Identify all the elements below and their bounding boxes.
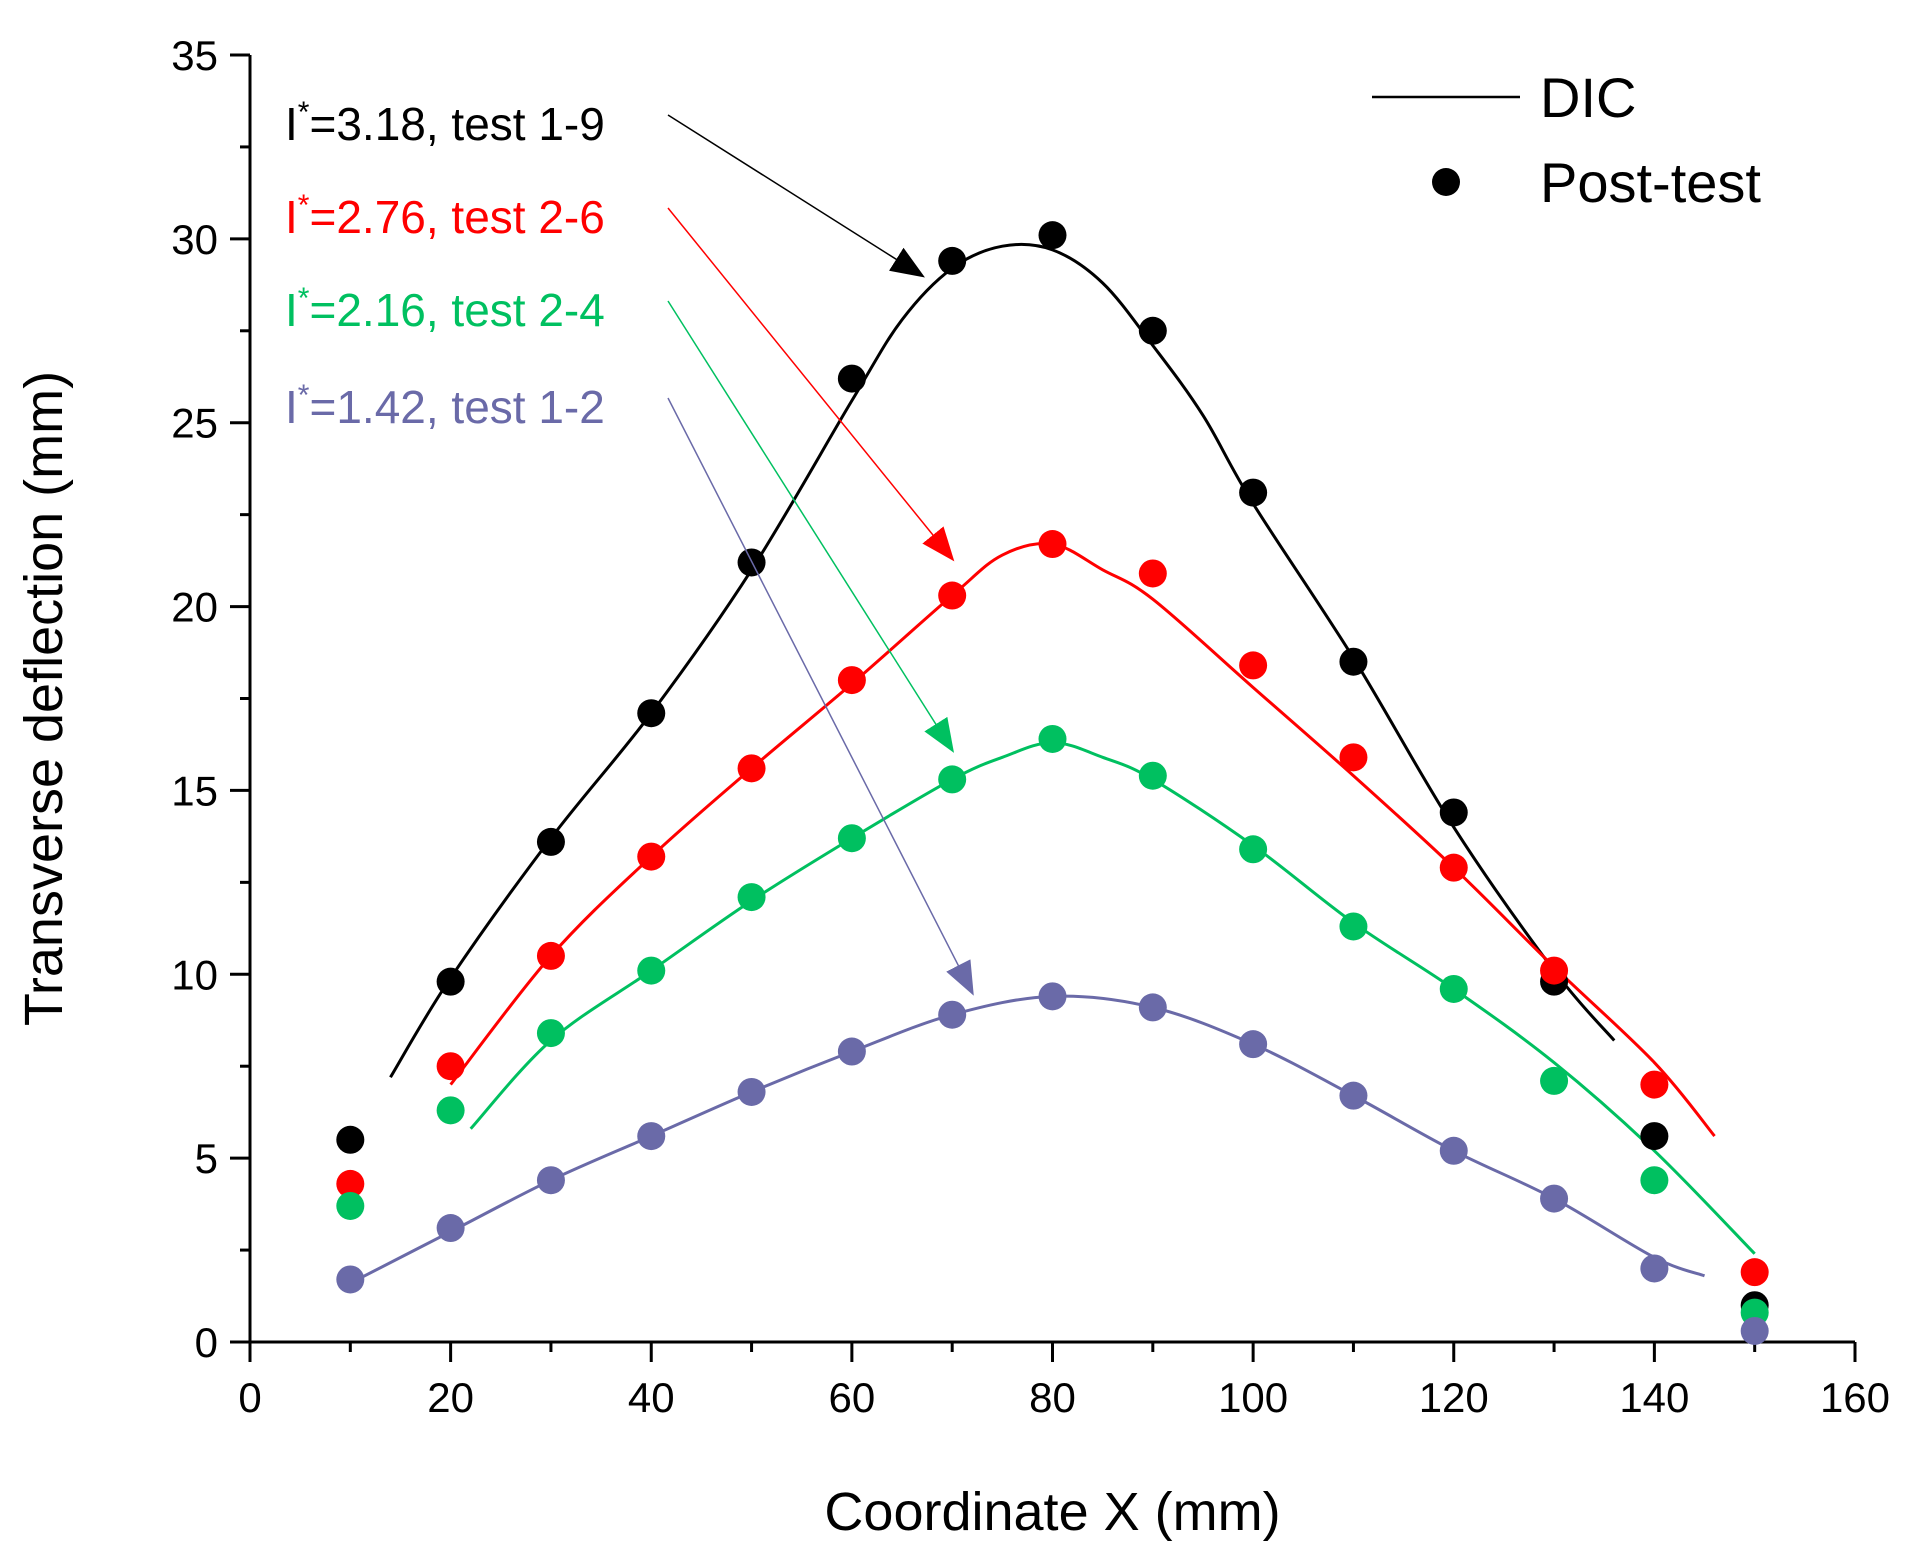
post-test-point bbox=[737, 883, 766, 912]
post-test-point bbox=[1540, 956, 1569, 985]
post-test-point bbox=[1439, 974, 1468, 1003]
post-test-point bbox=[1138, 559, 1167, 588]
post-test-point bbox=[938, 246, 967, 275]
x-tick-label: 120 bbox=[1419, 1374, 1489, 1421]
x-tick-label: 20 bbox=[427, 1374, 474, 1421]
post-test-point bbox=[536, 1019, 565, 1048]
post-test-point bbox=[737, 1077, 766, 1106]
post-test-point bbox=[1138, 993, 1167, 1022]
post-test-point bbox=[1640, 1122, 1669, 1151]
post-test-point bbox=[637, 956, 666, 985]
series-annotation: I*=2.76, test 2-6 bbox=[285, 189, 605, 243]
post-test-point bbox=[1138, 316, 1167, 345]
post-test-point bbox=[336, 1169, 365, 1198]
post-test-point bbox=[938, 581, 967, 610]
x-tick-label: 140 bbox=[1619, 1374, 1689, 1421]
dic-curves bbox=[349, 242, 1756, 1285]
dic-line bbox=[469, 741, 1756, 1255]
annotation-arrow bbox=[667, 397, 974, 996]
post-test-point bbox=[1540, 1184, 1569, 1213]
y-tick-label: 5 bbox=[195, 1135, 218, 1182]
series-annotations: I*=3.18, test 1-9 I*=2.76, test 2-6 I*=2.1… bbox=[285, 96, 974, 996]
plot-area: 0 20 40 60 80 100 120 140 160 0 5 10 15 20 25 30 35 bbox=[171, 32, 1890, 1421]
post-test-point bbox=[1439, 853, 1468, 882]
post-test-point bbox=[1239, 478, 1268, 507]
y-tick-label: 35 bbox=[171, 32, 218, 79]
series-annotation: I*=3.18, test 1-9 bbox=[285, 96, 605, 150]
post-test-point bbox=[536, 1166, 565, 1195]
post-test-point bbox=[737, 754, 766, 783]
series-annotation: I*=2.16, test 2-4 bbox=[285, 282, 605, 336]
post-test-point bbox=[536, 941, 565, 970]
post-test-point bbox=[1640, 1070, 1669, 1099]
annotation-arrow bbox=[667, 114, 925, 278]
y-tick-label: 25 bbox=[171, 400, 218, 447]
post-test-point bbox=[1339, 647, 1368, 676]
legend-post-test-label: Post-test bbox=[1540, 151, 1761, 214]
x-tick-label: 80 bbox=[1029, 1374, 1076, 1421]
x-tick-label: 40 bbox=[628, 1374, 675, 1421]
post-test-point bbox=[938, 765, 967, 794]
post-test-point bbox=[938, 1000, 967, 1029]
legend: DIC Post-test bbox=[1372, 66, 1761, 214]
post-test-point bbox=[436, 1214, 465, 1243]
y-tick-label: 0 bbox=[195, 1319, 218, 1366]
legend-dic-label: DIC bbox=[1540, 66, 1636, 129]
y-axis-title: Transverse deflection (mm) bbox=[14, 371, 74, 1026]
x-axis-ticks: 0 20 40 60 80 100 120 140 160 bbox=[238, 1342, 1890, 1421]
x-tick-label: 0 bbox=[238, 1374, 261, 1421]
post-test-point bbox=[1640, 1254, 1669, 1283]
series-annotation: I*=1.42, test 1-2 bbox=[285, 379, 605, 433]
y-tick-label: 20 bbox=[171, 584, 218, 631]
post-test-point bbox=[1540, 1066, 1569, 1095]
post-test-point bbox=[1239, 1030, 1268, 1059]
annotation-arrow bbox=[667, 300, 955, 753]
post-test-points bbox=[336, 221, 1769, 1345]
post-test-point bbox=[1439, 798, 1468, 827]
post-test-point bbox=[336, 1265, 365, 1294]
y-axis-ticks: 0 5 10 15 20 25 30 35 bbox=[171, 32, 250, 1366]
post-test-point bbox=[837, 1037, 866, 1066]
post-test-point bbox=[637, 842, 666, 871]
x-tick-label: 60 bbox=[829, 1374, 876, 1421]
post-test-point bbox=[837, 666, 866, 695]
post-test-point bbox=[1339, 1081, 1368, 1110]
post-test-point bbox=[1339, 743, 1368, 772]
dic-line bbox=[449, 541, 1716, 1138]
dic-line bbox=[389, 242, 1616, 1079]
x-tick-label: 100 bbox=[1218, 1374, 1288, 1421]
post-test-point bbox=[637, 699, 666, 728]
post-test-point bbox=[1138, 761, 1167, 790]
post-test-point bbox=[1740, 1316, 1769, 1345]
post-test-point bbox=[1640, 1166, 1669, 1195]
x-tick-label: 160 bbox=[1820, 1374, 1890, 1421]
post-test-point bbox=[637, 1122, 666, 1151]
post-test-point bbox=[837, 824, 866, 853]
y-tick-label: 30 bbox=[171, 216, 218, 263]
post-test-point bbox=[436, 1096, 465, 1125]
post-test-point bbox=[1038, 221, 1067, 250]
post-test-point bbox=[536, 827, 565, 856]
post-test-point bbox=[1038, 982, 1067, 1011]
post-test-point bbox=[1038, 530, 1067, 559]
annotation-arrow bbox=[667, 207, 955, 562]
y-tick-label: 15 bbox=[171, 767, 218, 814]
post-test-point bbox=[1339, 912, 1368, 941]
post-test-point bbox=[837, 364, 866, 393]
post-test-point bbox=[1038, 724, 1067, 753]
post-test-point bbox=[1439, 1136, 1468, 1165]
post-test-point bbox=[436, 967, 465, 996]
post-test-point bbox=[336, 1125, 365, 1154]
post-test-point bbox=[436, 1052, 465, 1081]
post-test-point bbox=[1740, 1258, 1769, 1287]
post-test-point bbox=[1239, 835, 1268, 864]
legend-post-test-dot bbox=[1432, 168, 1460, 196]
post-test-point bbox=[1239, 651, 1268, 680]
x-axis-title: Coordinate X (mm) bbox=[824, 1482, 1280, 1542]
y-tick-label: 10 bbox=[171, 951, 218, 998]
post-test-point bbox=[336, 1191, 365, 1220]
